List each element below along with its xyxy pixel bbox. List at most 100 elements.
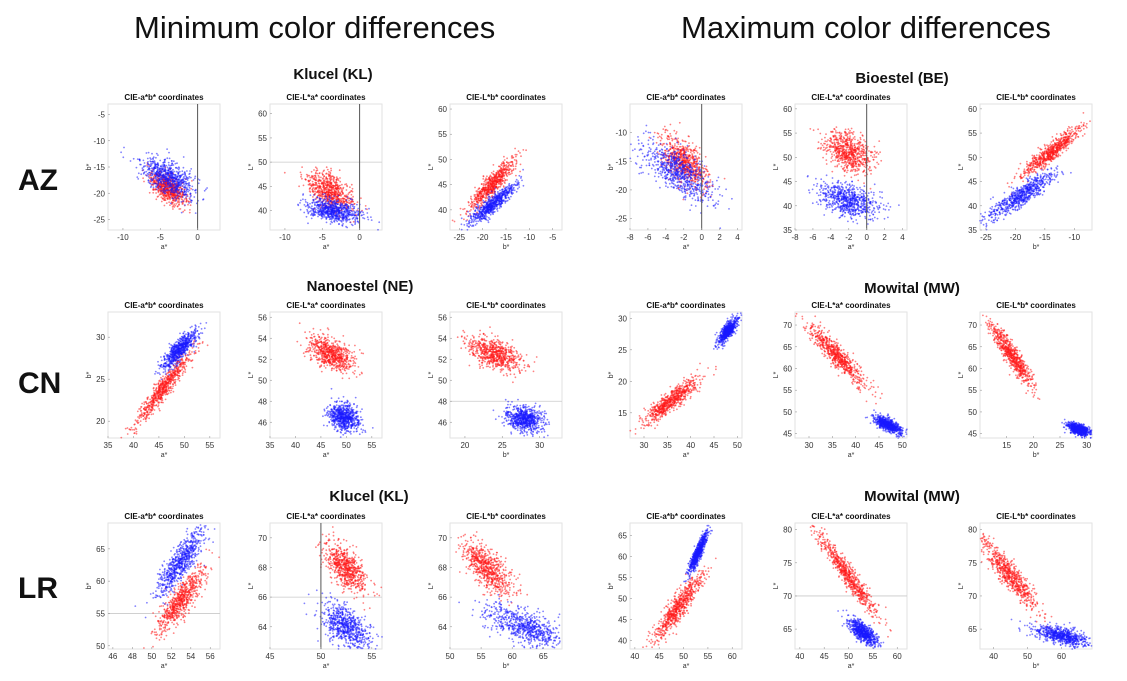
data-point bbox=[182, 181, 184, 184]
data-point bbox=[314, 172, 317, 175]
data-point bbox=[474, 186, 476, 189]
data-point bbox=[469, 212, 471, 215]
data-point bbox=[176, 194, 179, 197]
data-point bbox=[169, 181, 172, 184]
data-point bbox=[660, 136, 663, 139]
data-point bbox=[519, 152, 521, 154]
data-point bbox=[476, 207, 479, 210]
data-point bbox=[473, 195, 476, 198]
data-point bbox=[470, 209, 472, 211]
data-point bbox=[339, 202, 342, 204]
data-point bbox=[179, 185, 182, 187]
data-point bbox=[480, 220, 483, 223]
data-point bbox=[509, 184, 511, 187]
data-point bbox=[695, 145, 698, 148]
data-point bbox=[685, 149, 688, 152]
data-point bbox=[205, 188, 207, 191]
data-point bbox=[319, 191, 322, 194]
data-point bbox=[657, 136, 659, 139]
data-point bbox=[675, 132, 677, 135]
data-point bbox=[491, 185, 494, 187]
data-point bbox=[156, 188, 158, 191]
data-point bbox=[494, 187, 497, 190]
data-point bbox=[206, 187, 208, 189]
data-point bbox=[172, 208, 174, 210]
data-point bbox=[150, 174, 152, 177]
data-point bbox=[325, 221, 328, 224]
data-point bbox=[500, 195, 503, 198]
group-label-mowital-lr: Mowital (MW) bbox=[864, 488, 960, 505]
x-tick-label: -5 bbox=[157, 233, 165, 242]
data-point bbox=[156, 185, 159, 187]
data-point bbox=[494, 193, 497, 196]
data-point bbox=[339, 192, 341, 195]
data-point bbox=[176, 176, 179, 178]
data-point bbox=[353, 210, 356, 213]
data-point bbox=[485, 178, 488, 181]
data-point bbox=[299, 171, 302, 174]
data-point bbox=[364, 205, 367, 207]
data-point bbox=[687, 162, 689, 165]
data-point bbox=[319, 203, 322, 206]
data-point bbox=[350, 200, 352, 203]
data-point bbox=[157, 183, 160, 185]
data-point bbox=[333, 211, 335, 214]
data-point bbox=[479, 197, 482, 199]
data-point bbox=[163, 186, 166, 189]
data-point bbox=[678, 145, 681, 148]
data-point bbox=[183, 186, 186, 189]
data-point bbox=[356, 217, 358, 220]
data-point bbox=[301, 166, 303, 168]
data-point bbox=[160, 171, 163, 173]
data-point bbox=[190, 187, 192, 190]
data-point bbox=[158, 168, 160, 171]
data-point bbox=[172, 189, 174, 192]
data-point bbox=[317, 213, 320, 216]
data-point bbox=[159, 159, 162, 162]
data-point bbox=[313, 201, 316, 204]
data-point bbox=[162, 188, 164, 190]
data-point bbox=[326, 168, 329, 171]
x-axis-label: a* bbox=[161, 244, 168, 251]
data-point bbox=[318, 182, 321, 185]
data-point bbox=[325, 204, 328, 207]
data-point bbox=[342, 199, 344, 202]
data-point bbox=[336, 177, 338, 180]
data-point bbox=[688, 142, 690, 144]
data-point bbox=[679, 149, 682, 152]
data-point bbox=[356, 203, 358, 206]
data-point bbox=[324, 178, 327, 180]
data-point bbox=[165, 197, 167, 200]
data-point bbox=[168, 201, 170, 204]
data-point bbox=[329, 171, 332, 174]
data-point bbox=[682, 198, 685, 201]
data-point bbox=[482, 175, 485, 178]
data-point bbox=[171, 164, 173, 166]
data-point bbox=[496, 210, 499, 212]
data-point bbox=[352, 216, 355, 219]
data-point bbox=[149, 180, 151, 183]
data-point bbox=[355, 214, 357, 217]
data-point bbox=[360, 197, 362, 200]
data-point bbox=[689, 151, 692, 154]
data-point bbox=[321, 216, 324, 219]
data-point bbox=[335, 206, 338, 209]
data-point bbox=[493, 195, 496, 198]
data-point bbox=[337, 217, 339, 220]
data-point bbox=[183, 190, 186, 193]
data-point bbox=[333, 203, 336, 205]
data-point bbox=[521, 179, 523, 182]
data-point bbox=[341, 221, 343, 223]
blue-point-cloud bbox=[460, 168, 525, 231]
data-point bbox=[300, 173, 303, 176]
data-point bbox=[477, 209, 479, 211]
data-point bbox=[318, 186, 321, 189]
data-point bbox=[683, 148, 686, 151]
data-point bbox=[352, 220, 355, 223]
data-point bbox=[327, 207, 330, 210]
data-point bbox=[170, 185, 172, 187]
data-point bbox=[474, 224, 477, 226]
data-point bbox=[682, 162, 684, 165]
data-point bbox=[154, 180, 157, 183]
data-point bbox=[309, 187, 312, 189]
